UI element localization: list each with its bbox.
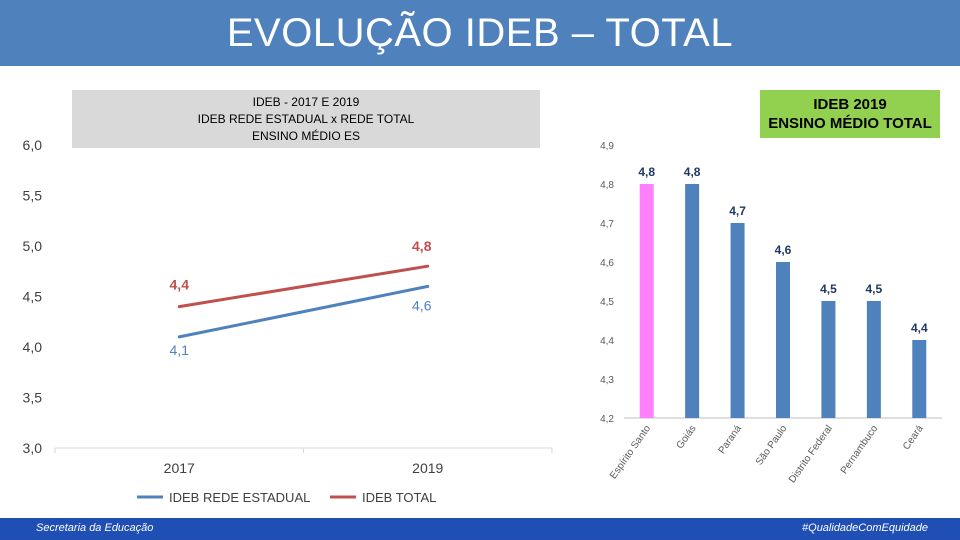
bar-chart-y-tick-label: 4,5	[600, 297, 614, 308]
bar-category-label: Pernambuco	[839, 423, 881, 476]
line-chart-y-tick-label: 5,5	[23, 188, 43, 204]
bar-chart-y-tick-label: 4,3	[600, 375, 614, 386]
line-chart-caption-box: IDEB - 2017 E 2019 IDEB REDE ESTADUAL x …	[72, 90, 540, 148]
legend-label-total: IDEB TOTAL	[362, 490, 436, 505]
bar-chart-caption-box: IDEB 2019 ENSINO MÉDIO TOTAL	[760, 90, 940, 138]
footer-bar: Secretaria da Educação #QualidadeComEqui…	[0, 518, 960, 540]
line-chart-x-tick-label: 2017	[164, 460, 195, 476]
line-chart-y-tick-label: 5,0	[23, 238, 43, 254]
bar-chart-caption-line1: IDEB 2019	[813, 96, 887, 113]
line-series-total	[177, 264, 430, 309]
bar-category-label: Goiás	[675, 423, 699, 451]
line-chart-y-tick-label: 4,0	[23, 339, 43, 355]
bar-chart-y-tick-label: 4,2	[600, 414, 614, 425]
bar-data-label: 4,4	[911, 321, 928, 335]
line-chart-caption-line2: IDEB REDE ESTADUAL x REDE TOTAL	[197, 111, 415, 126]
line-chart-y-tick-label: 6,0	[23, 137, 43, 153]
line-data-label: 4,4	[170, 277, 190, 293]
bar-category-label: Espírito Santo	[608, 423, 653, 481]
bar-pernambuco	[866, 301, 881, 418]
footer-left-text: Secretaria da Educação	[36, 522, 154, 534]
line-chart-y-tick-label: 4,5	[23, 289, 43, 305]
bar-data-label: 4,6	[775, 243, 792, 257]
bar-chart-y-tick-label: 4,7	[600, 219, 614, 230]
bar-ceara	[912, 340, 927, 418]
line-data-label: 4,1	[170, 342, 190, 358]
bar-data-label: 4,8	[684, 165, 701, 179]
bar-category-label: São Paulo	[754, 423, 790, 467]
bar-data-label: 4,7	[729, 204, 746, 218]
bar-chart-y-tick-label: 4,8	[600, 180, 614, 191]
bar-distrito-federal	[821, 301, 836, 418]
bar-chart-caption-line2: ENSINO MÉDIO TOTAL	[768, 115, 932, 132]
bar-category-label: Distrito Federal	[787, 423, 835, 485]
page-title: EVOLUÇÃO IDEB – TOTAL	[0, 0, 960, 66]
footer-hashtag: #QualidadeComEquidade	[802, 522, 928, 534]
line-data-label: 4,6	[412, 297, 432, 313]
bar-data-label: 4,5	[820, 282, 837, 296]
bar-sao-paulo	[776, 262, 790, 418]
line-chart-caption-line1: IDEB - 2017 E 2019	[252, 94, 360, 109]
line-chart-x-tick-label: 2019	[412, 460, 443, 476]
line-chart-y-tick-label: 3,5	[23, 390, 43, 406]
bar-espirito-santo	[639, 184, 654, 418]
bar-chart-y-tick-label: 4,4	[600, 336, 614, 347]
legend-label-estadual: IDEB REDE ESTADUAL	[169, 490, 310, 505]
line-series-estadual	[177, 284, 430, 339]
bar-parana	[730, 223, 745, 418]
bar-chart-y-tick-label: 4,6	[600, 258, 614, 269]
bar-chart-y-tick-label: 4,9	[600, 141, 614, 152]
line-chart-caption-line3: ENSINO MÉDIO ES	[251, 128, 361, 143]
bar-category-label: Paraná	[717, 423, 745, 456]
bar-goias	[685, 184, 700, 418]
bar-category-label: Ceará	[901, 423, 926, 452]
line-data-label: 4,8	[412, 238, 432, 254]
bar-data-label: 4,5	[866, 282, 883, 296]
line-chart-y-tick-label: 3,0	[23, 440, 43, 456]
bar-data-label: 4,8	[638, 165, 655, 179]
